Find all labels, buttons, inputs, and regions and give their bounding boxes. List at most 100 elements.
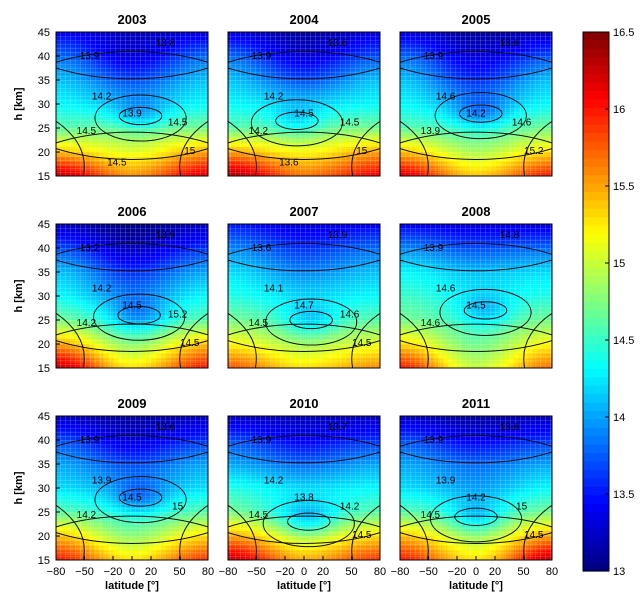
y-tick-label: 20 xyxy=(38,147,50,159)
x-axis-label: latitude [°] xyxy=(449,580,503,592)
y-tick-label: 20 xyxy=(38,339,50,351)
x-tick-label: 80 xyxy=(374,566,386,578)
panel-title: 2003 xyxy=(118,12,147,27)
contour-label: 14.5 xyxy=(122,301,142,312)
y-tick-label: 30 xyxy=(38,99,50,111)
contour-label: 13.9 xyxy=(80,435,100,446)
y-tick-label: 15 xyxy=(38,171,50,183)
contour-label: 13.9 xyxy=(328,230,348,241)
contour-label: 14.2 xyxy=(92,91,112,102)
contour-label: 13.2 xyxy=(80,243,100,254)
x-tick-label: 0 xyxy=(473,566,479,578)
contour-label: 14.2 xyxy=(466,109,486,120)
y-tick-label: 45 xyxy=(38,27,50,39)
y-tick-label: 35 xyxy=(38,459,50,471)
colorbar-tick-label: 14 xyxy=(613,412,625,424)
contour-label: 14.5 xyxy=(524,530,544,541)
panel-2003: 13.913.814.213.914.514.51514.52003152025… xyxy=(13,12,209,183)
y-tick-label: 40 xyxy=(38,51,50,63)
panel-title: 2006 xyxy=(118,204,147,219)
y-tick-label: 35 xyxy=(38,267,50,279)
colorbar-tick-label: 13.5 xyxy=(613,489,634,501)
x-tick-label: 50 xyxy=(345,566,357,578)
contour-label: 13.9 xyxy=(424,243,444,254)
colorbar-tick-label: 15.5 xyxy=(613,181,634,193)
heatmap-2006: 13.213.914.214.514.215.214.5 xyxy=(56,224,209,369)
y-tick-label: 25 xyxy=(38,315,50,327)
contour-label: 14.5 xyxy=(352,338,372,349)
x-axis-label: latitude [°] xyxy=(277,580,331,592)
contour-label: 13.9 xyxy=(80,51,100,62)
y-tick-label: 40 xyxy=(38,243,50,255)
colorbar-tick-label: 16 xyxy=(613,104,625,116)
contour-label: 13.9 xyxy=(252,435,272,446)
y-tick-label: 45 xyxy=(38,411,50,423)
contour-label: 13.9 xyxy=(122,109,142,120)
y-tick-label: 45 xyxy=(38,219,50,231)
x-tick-label: 80 xyxy=(546,566,558,578)
contour-label: 13.7 xyxy=(328,422,348,433)
y-tick-label: 25 xyxy=(38,507,50,519)
y-axis-label: h [km] xyxy=(13,279,25,312)
y-axis-label: h [km] xyxy=(13,471,25,504)
contour-label: 14.2 xyxy=(340,501,360,512)
contour-label: 14.5 xyxy=(180,338,200,349)
contour-label: 14.5 xyxy=(421,510,441,521)
contour-label: 14.6 xyxy=(421,318,441,329)
contour-label: 14.2 xyxy=(77,510,97,521)
contour-label: 14.6 xyxy=(436,91,456,102)
contour-label: 14.2 xyxy=(466,493,486,504)
y-tick-label: 15 xyxy=(38,363,50,375)
contour-label: 14.2 xyxy=(77,318,97,329)
contour-label: 13.9 xyxy=(252,51,272,62)
contour-label: 14.6 xyxy=(340,309,360,320)
contour-label: 15 xyxy=(356,146,368,157)
contour-label: 13.9 xyxy=(92,475,112,486)
contour-label: 15 xyxy=(516,501,528,512)
contour-label: 14.5 xyxy=(249,318,269,329)
contour-label: 15.2 xyxy=(524,146,544,157)
contour-label: 13.6 xyxy=(500,38,520,49)
contour-label: 13.8 xyxy=(156,38,176,49)
heatmap-2008: 13.914.814.614.514.6 xyxy=(400,224,553,369)
contour-label: 14.7 xyxy=(294,301,314,312)
contour-label: 13.6 xyxy=(156,422,176,433)
colorbar-tick-label: 13 xyxy=(613,566,625,578)
contour-label: 14.5 xyxy=(122,493,142,504)
contour-label: 13.9 xyxy=(421,126,441,137)
panel-title: 2008 xyxy=(462,204,491,219)
x-tick-label: 0 xyxy=(129,566,135,578)
contour-label: 13.6 xyxy=(328,38,348,49)
contour-label: 13.9 xyxy=(424,435,444,446)
contour-label: 13.9 xyxy=(424,51,444,62)
x-tick-label: 50 xyxy=(517,566,529,578)
y-tick-label: 30 xyxy=(38,483,50,495)
contour-label: 14.6 xyxy=(512,117,532,128)
x-tick-label: −50 xyxy=(247,566,266,578)
y-tick-label: 25 xyxy=(38,123,50,135)
heatmap-2005: 13.9 13.6 14.6 14.2 13.9 14.6 15.2 xyxy=(400,32,553,177)
y-axis-label: h [km] xyxy=(13,87,25,120)
x-tick-label: −20 xyxy=(104,566,123,578)
panel-2009: 13.913.613.914.514.215200915202530354045… xyxy=(13,396,214,592)
contour-label: 14.1 xyxy=(264,283,284,294)
x-tick-label: −50 xyxy=(419,566,438,578)
contour-label: 13.6 xyxy=(252,243,272,254)
heatmap-2010: 13.913.714.213.814.514.214.5 xyxy=(228,416,381,561)
x-tick-label: −80 xyxy=(391,566,410,578)
x-tick-label: 0 xyxy=(301,566,307,578)
x-tick-label: 20 xyxy=(489,566,501,578)
contour-label: 14.5 xyxy=(340,117,360,128)
panel-title: 2004 xyxy=(290,12,320,27)
x-tick-label: 50 xyxy=(173,566,185,578)
contour-label: 13.6 xyxy=(279,158,299,169)
